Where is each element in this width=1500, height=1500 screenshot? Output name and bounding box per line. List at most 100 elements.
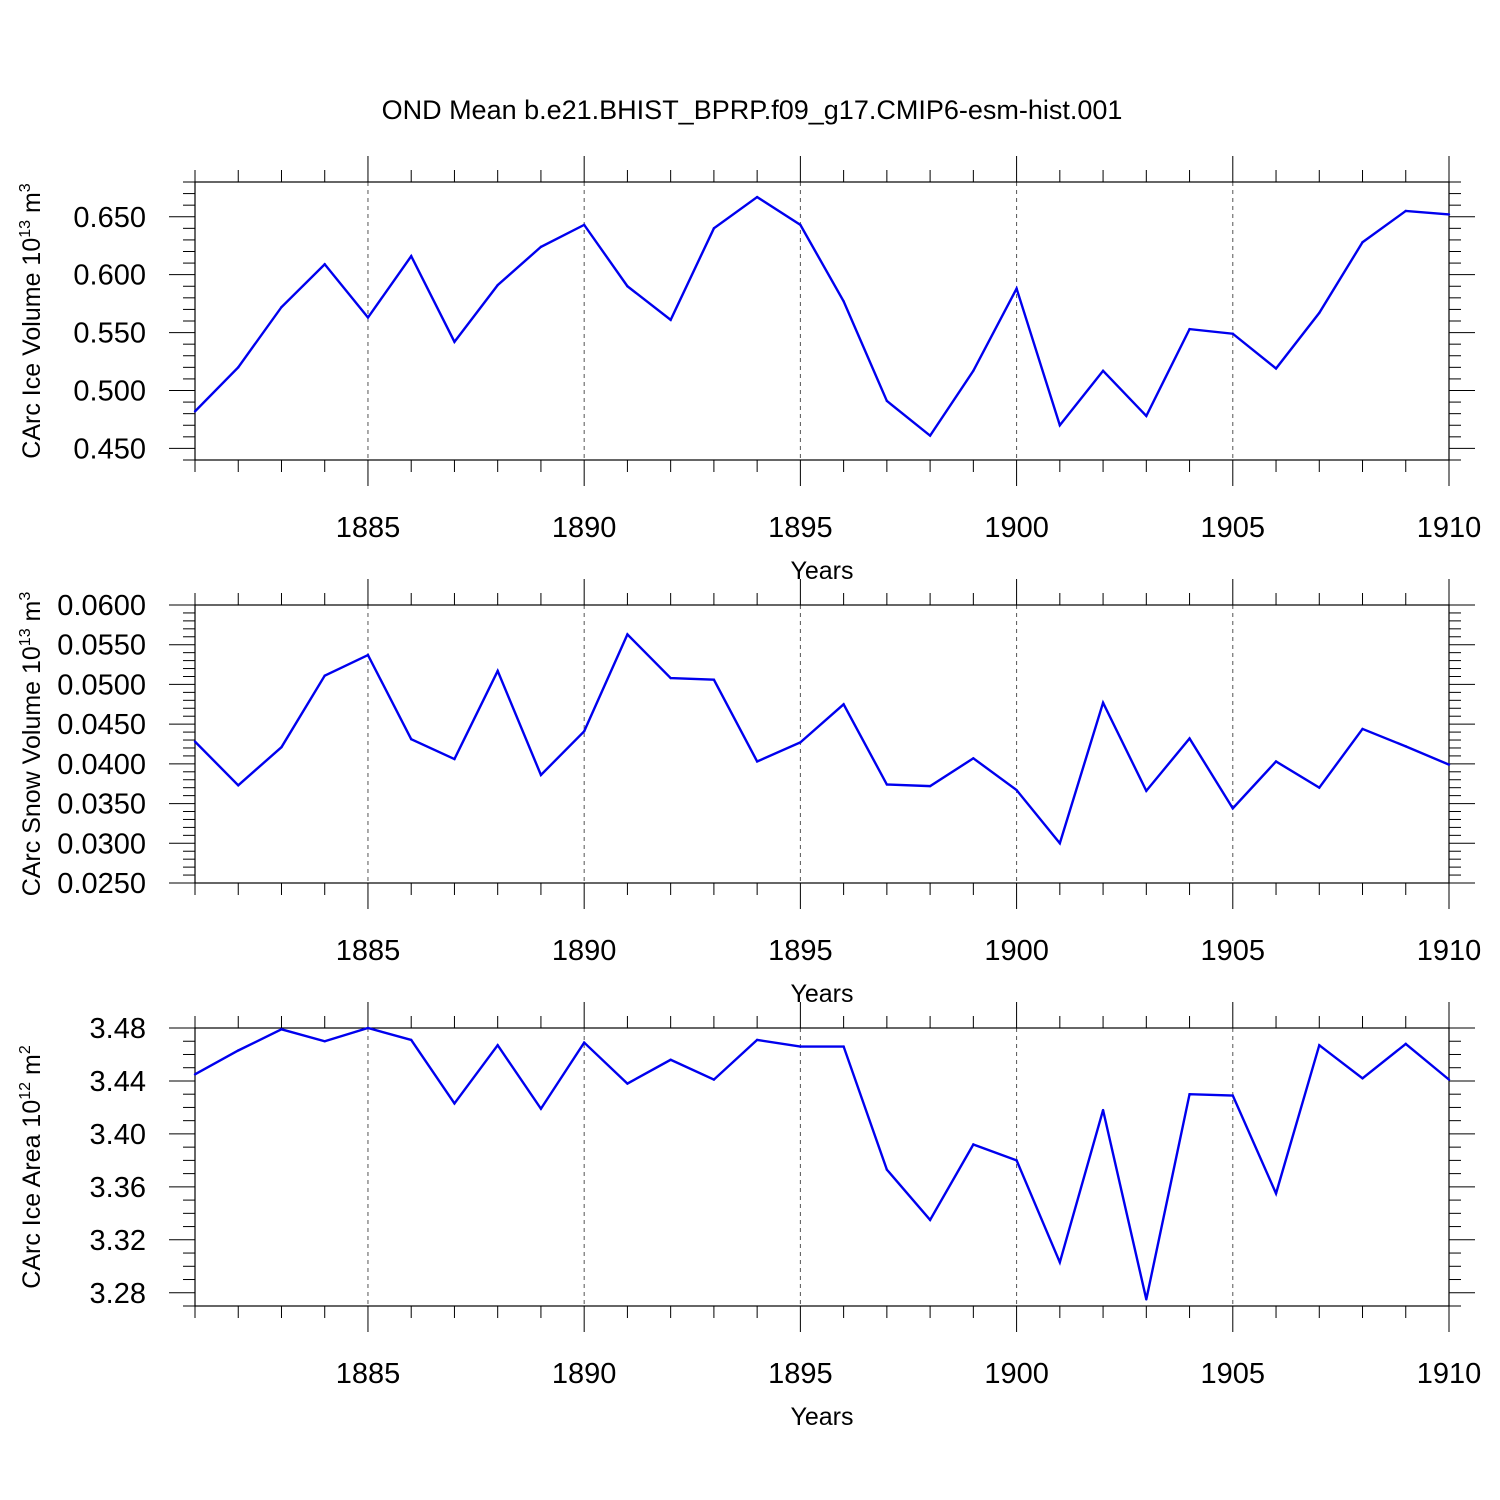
panel-snow-volume: 1885 1890 1895 1900 1905 1910 0.0250 0.0300 0.03… (17, 579, 1481, 1008)
y-tick-label: 0.0350 (57, 789, 146, 821)
data-point (1318, 1044, 1321, 1047)
y-tick-label: 0.500 (73, 376, 146, 408)
data-point (1101, 369, 1105, 373)
data-series-line (194, 632, 1450, 846)
x-tick-label: 1885 (336, 512, 401, 544)
data-point (366, 1026, 370, 1030)
data-point (1188, 737, 1191, 740)
y-tick-label: 0.650 (73, 202, 146, 234)
data-point (1274, 1192, 1278, 1195)
data-point (1404, 745, 1407, 748)
data-point (496, 1044, 499, 1047)
y-axis-label: CArc Ice Volume 1013 m3 (17, 183, 46, 459)
panel-ice-volume: 1885 1890 1895 1900 1905 1910 0.450 0.500 0.550 0… (17, 156, 1481, 585)
data-point (1145, 414, 1148, 418)
data-point (280, 745, 283, 749)
y-tick-label: 0.450 (73, 433, 146, 465)
data-point (755, 195, 759, 199)
data-point (1145, 789, 1148, 793)
data-point (799, 1045, 802, 1048)
plot-frame (194, 1027, 1450, 1307)
data-point (539, 245, 543, 249)
data-point (1447, 1078, 1451, 1081)
data-point (1145, 1298, 1148, 1301)
data-point (972, 1143, 975, 1146)
data-point (193, 410, 197, 413)
y-tick-label: 0.0500 (57, 669, 146, 701)
data-point (842, 703, 845, 706)
data-point (712, 1078, 716, 1081)
y-tick-label: 3.40 (90, 1119, 146, 1151)
x-axis-label: Years (790, 1403, 853, 1431)
data-point (928, 784, 932, 788)
data-point (410, 1038, 413, 1042)
x-tick-label: 1885 (336, 935, 401, 967)
panel-ice-area: 1885 1890 1895 1900 1905 1910 3.28 3.32 3.36 3.40… (17, 1002, 1481, 1431)
data-point (366, 653, 370, 657)
data-point (1318, 311, 1321, 315)
data-point (1404, 1042, 1407, 1046)
x-tick-label: 1890 (552, 935, 617, 967)
y-tick-label: 0.0450 (57, 709, 146, 741)
data-point (928, 1218, 932, 1222)
data-point (323, 263, 326, 266)
x-axis-label: Years (790, 557, 853, 585)
x-tick-label: 1890 (552, 1358, 617, 1390)
plot-frame (194, 181, 1450, 461)
data-point (712, 227, 716, 230)
data-point (1361, 241, 1364, 244)
data-point (1188, 327, 1191, 331)
x-tick-label: 1895 (768, 1358, 833, 1390)
data-point (237, 1049, 240, 1052)
data-point (885, 1168, 889, 1171)
data-point (799, 741, 802, 744)
x-tick-label: 1890 (552, 512, 617, 544)
y-axis-label: CArc Snow Volume 1013 m3 (17, 592, 46, 897)
data-point (755, 1038, 759, 1042)
data-point (366, 316, 370, 319)
data-point (280, 1028, 283, 1031)
data-point (496, 283, 499, 287)
data-point (1015, 1159, 1018, 1162)
x-tick-label: 1910 (1417, 512, 1482, 544)
data-point (410, 254, 413, 258)
data-point (1447, 763, 1451, 766)
y-tick-label: 3.36 (90, 1172, 146, 1204)
y-tick-label: 3.28 (90, 1278, 146, 1310)
data-point (842, 1045, 845, 1048)
data-point (799, 223, 802, 227)
data-point (280, 305, 283, 309)
data-point (755, 760, 759, 763)
data-point (582, 730, 586, 733)
data-point (582, 223, 586, 227)
y-axis-label: CArc Ice Area 1012 m2 (17, 1045, 46, 1289)
data-point (410, 738, 413, 741)
data-point (669, 1058, 672, 1061)
x-axis-label: Years (790, 980, 853, 1008)
data-point (885, 399, 889, 403)
data-point (453, 1102, 456, 1105)
data-point (885, 783, 889, 786)
data-point (323, 674, 326, 677)
data-point (1058, 1261, 1062, 1264)
data-point (1188, 1092, 1191, 1096)
data-point (1231, 1094, 1234, 1097)
data-point (626, 633, 629, 636)
data-point (1058, 424, 1062, 427)
data-series-line (194, 1026, 1450, 1300)
data-point (453, 340, 456, 344)
data-point (712, 678, 716, 681)
data-point (1231, 807, 1234, 810)
data-point (1101, 1108, 1105, 1112)
data-point (582, 1041, 586, 1044)
data-point (1274, 367, 1278, 370)
data-point (972, 369, 975, 373)
data-point (626, 1082, 629, 1085)
x-tick-label: 1895 (768, 512, 833, 544)
data-point (1361, 727, 1364, 731)
data-point (237, 366, 240, 369)
x-tick-label: 1905 (1201, 512, 1266, 544)
y-tick-label: 0.0250 (57, 868, 146, 900)
data-point (453, 757, 456, 761)
